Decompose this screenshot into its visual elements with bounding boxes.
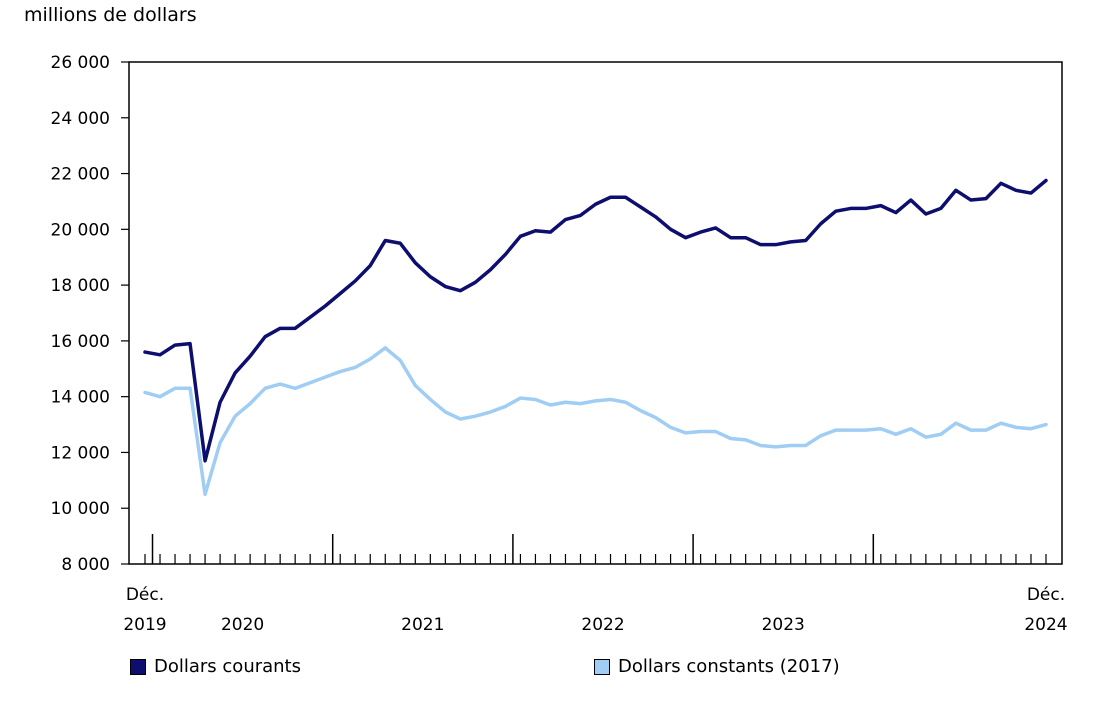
x-end-label-month: Déc. [1027, 585, 1065, 605]
y-tick-label: 10 000 [51, 499, 110, 519]
x-year-label: 2020 [221, 615, 264, 635]
y-tick-label: 16 000 [51, 332, 110, 352]
y-tick-label: 18 000 [51, 276, 110, 296]
series-line-constant-dollars [143, 346, 1048, 497]
plot-frame [128, 61, 1063, 565]
series-line-current-dollars [143, 178, 1048, 463]
y-tick-label: 26 000 [51, 53, 110, 73]
legend-item-current-dollars: Dollars courants [130, 656, 301, 677]
y-tick-label: 24 000 [51, 109, 110, 129]
x-year-label: 2021 [401, 615, 444, 635]
series-layer [143, 178, 1048, 497]
label-layer: 8 000 10 000 12 000 14 000 16 000 18 000 20 00… [51, 53, 1068, 635]
y-tick-label: 8 000 [61, 555, 110, 575]
legend-swatch-current-dollars [130, 658, 146, 675]
y-axis-title: millions de dollars [24, 4, 197, 26]
y-tick-label: 20 000 [51, 220, 110, 240]
x-year-label: 2023 [762, 615, 805, 635]
x-end-label-year: 2024 [1024, 615, 1067, 635]
legend-label-constant-dollars: Dollars constants (2017) [618, 656, 840, 677]
legend-item-constant-dollars: Dollars constants (2017) [594, 656, 840, 677]
y-tick-label: 12 000 [51, 443, 110, 463]
x-start-label-year: 2019 [123, 615, 166, 635]
x-year-label: 2022 [581, 615, 624, 635]
axis-layer [121, 61, 1063, 565]
y-tick-label: 22 000 [51, 165, 110, 185]
legend-swatch-constant-dollars [594, 658, 610, 675]
x-start-label-month: Déc. [126, 585, 164, 605]
legend-label-current-dollars: Dollars courants [154, 656, 301, 677]
y-tick-label: 14 000 [51, 388, 110, 408]
